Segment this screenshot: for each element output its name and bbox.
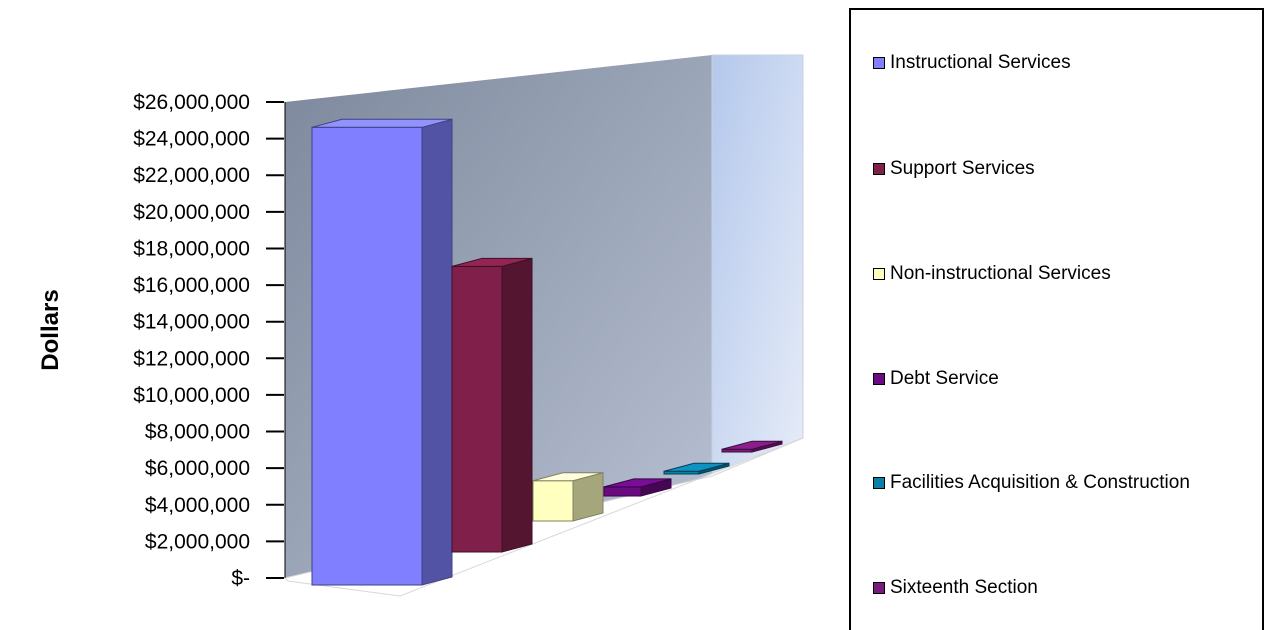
y-tick-label: $4,000,000 (145, 494, 250, 517)
y-tick-label: $16,000,000 (133, 274, 250, 297)
bar-front (451, 265, 503, 553)
legend-item: Instructional Services (873, 52, 1071, 74)
legend-item: Debt Service (873, 368, 999, 390)
bar-non-instructional-services (532, 472, 604, 522)
legend-label: Debt Service (890, 368, 999, 389)
legend-item: Non-instructional Services (873, 263, 1111, 285)
y-tick-label: $12,000,000 (133, 347, 250, 370)
bar-debt-service (603, 478, 672, 497)
bar-front (311, 126, 423, 586)
legend-item: Support Services (873, 158, 1035, 180)
bar-front (603, 486, 642, 497)
bar-top (663, 462, 730, 472)
legend-item: Facilities Acquisition & Construction (873, 472, 1190, 494)
bar-side (421, 118, 453, 586)
legend-swatch (873, 582, 885, 594)
side-wall (711, 54, 804, 477)
y-tick-label: $22,000,000 (133, 164, 250, 187)
bar-side (501, 257, 533, 553)
legend-label: Sixteenth Section (890, 577, 1038, 598)
y-tick-label: $20,000,000 (133, 201, 250, 224)
legend-swatch (873, 57, 885, 69)
legend-swatch (873, 268, 885, 280)
bar-top (721, 440, 783, 450)
bar-top (603, 478, 672, 488)
bar-top (532, 472, 604, 482)
y-tick-label: $6,000,000 (145, 457, 250, 480)
y-tick-label: $- (231, 567, 250, 590)
legend-label: Instructional Services (890, 52, 1071, 73)
y-tick-label: $8,000,000 (145, 421, 250, 444)
chart-plot: $- $2,000,000 $4,000,000 $6,000,000 $8,000,0… (37, 54, 804, 597)
y-tick-label: $14,000,000 (133, 311, 250, 334)
legend-label: Non-instructional Services (890, 263, 1111, 284)
legend: Instructional Services Support Services No… (849, 8, 1264, 630)
legend-label: Support Services (890, 158, 1035, 179)
bar-support-services (451, 257, 533, 553)
bar-top (451, 257, 533, 267)
bar-sixteenth-section (721, 440, 783, 453)
y-axis-label: Dollars (37, 289, 64, 370)
y-tick-label: $18,000,000 (133, 237, 250, 260)
legend-swatch (873, 163, 885, 175)
y-tick-label: $2,000,000 (145, 530, 250, 553)
y-tick-label: $24,000,000 (133, 128, 250, 151)
legend-item: Sixteenth Section (873, 577, 1038, 599)
bar-top (311, 118, 453, 128)
legend-swatch (873, 477, 885, 489)
legend-label: Facilities Acquisition & Construction (890, 472, 1190, 493)
bar-instructional-services (311, 118, 453, 586)
bar-front (532, 480, 574, 522)
bar-facilities-acquisition-construction (663, 462, 730, 475)
y-tick-label: $26,000,000 (133, 91, 250, 114)
y-tick-label: $10,000,000 (133, 384, 250, 407)
legend-swatch (873, 373, 885, 385)
